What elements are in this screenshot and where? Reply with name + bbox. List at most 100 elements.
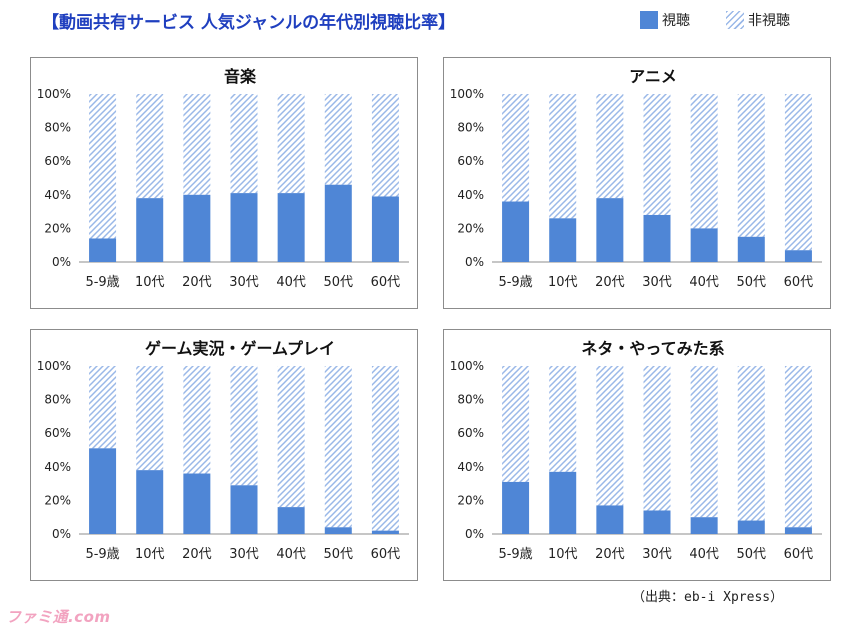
x-tick-label: 40代 — [276, 547, 306, 562]
x-tick-label: 10代 — [548, 275, 578, 290]
chart-title: ゲーム実況・ゲームプレイ — [145, 339, 335, 358]
bar-not-watch — [136, 366, 164, 471]
bar-not-watch — [324, 366, 352, 528]
legend-swatch-watch — [640, 11, 658, 29]
y-tick-label: 100% — [450, 359, 484, 373]
bar-not-watch — [277, 366, 305, 508]
bar-not-watch — [230, 366, 258, 486]
bar-watch — [371, 196, 399, 262]
x-tick-label: 20代 — [595, 275, 625, 290]
y-tick-label: 40% — [44, 188, 71, 202]
x-tick-label: 10代 — [135, 547, 165, 562]
bar-not-watch — [89, 366, 117, 449]
x-tick-label: 40代 — [276, 275, 306, 290]
chart-panel-game: ゲーム実況・ゲームプレイ 0% 20% 40% 60% 80% 100% 5-9歳 10代 20代… — [30, 329, 418, 581]
bar-not-watch — [371, 94, 399, 197]
chart-title: ネタ・やってみた系 — [581, 339, 724, 358]
bar-watch — [371, 530, 399, 534]
bar-watch — [136, 198, 164, 262]
bar-not-watch — [502, 366, 530, 482]
legend-label-watch: 視聴 — [662, 13, 690, 29]
bar-not-watch — [549, 94, 577, 219]
bar-not-watch — [690, 366, 718, 518]
bar-not-watch — [737, 366, 765, 521]
x-tick-label: 30代 — [229, 547, 259, 562]
chart-panel-neta: ネタ・やってみた系 0% 20% 40% 60% 80% 100% 5-9歳 10代 20代 30代… — [443, 329, 831, 581]
chart-title: アニメ — [629, 67, 677, 86]
y-tick-label: 100% — [37, 359, 71, 373]
bar-watch — [277, 193, 305, 262]
bar-not-watch — [596, 366, 624, 506]
y-tick-label: 40% — [457, 188, 484, 202]
bar-watch — [784, 527, 812, 534]
bar-watch — [502, 481, 530, 534]
y-tick-label: 0% — [465, 255, 484, 269]
bar-not-watch — [230, 94, 258, 194]
legend-item-not-watch: 非視聴 — [726, 10, 790, 30]
x-tick-label: 30代 — [229, 275, 259, 290]
x-tick-label: 50代 — [737, 547, 767, 562]
x-tick-label: 20代 — [182, 275, 212, 290]
legend-item-watch: 視聴 — [640, 10, 690, 30]
chart-music: 音楽 0% 20% 40% 60% 80% 100% 5-9歳 10代 20代 30代 40代 50代 6… — [37, 67, 409, 290]
y-tick-label: 60% — [457, 426, 484, 440]
y-tick-label: 100% — [450, 87, 484, 101]
chart-panel-anime: アニメ 0% 20% 40% 60% 80% 100% 5-9歳 10代 20代 30代 40代 50代… — [443, 57, 831, 309]
bar-watch — [690, 228, 718, 262]
bar-watch — [737, 236, 765, 262]
x-tick-label: 60代 — [784, 547, 814, 562]
chart-neta: ネタ・やってみた系 0% 20% 40% 60% 80% 100% 5-9歳 10代 20代 30代… — [450, 339, 822, 562]
bar-not-watch — [549, 366, 577, 472]
bar-watch — [596, 198, 624, 262]
bar-not-watch — [643, 366, 671, 511]
bar-watch — [136, 470, 164, 534]
bar-not-watch — [737, 94, 765, 237]
bar-watch — [502, 201, 530, 262]
x-tick-label: 5-9歳 — [85, 547, 119, 562]
bar-not-watch — [784, 94, 812, 251]
y-tick-label: 20% — [44, 493, 71, 507]
x-tick-label: 60代 — [784, 275, 814, 290]
source-note: （出典：eb-i Xpress） — [632, 590, 784, 605]
x-tick-label: 30代 — [642, 275, 672, 290]
page-title: 【動画共有サービス 人気ジャンルの年代別視聴比率】 — [42, 13, 456, 33]
y-tick-label: 20% — [44, 221, 71, 235]
bar-watch — [230, 193, 258, 262]
chart-anime: アニメ 0% 20% 40% 60% 80% 100% 5-9歳 10代 20代 30代 40代 50代… — [450, 67, 822, 290]
bar-not-watch — [502, 94, 530, 202]
y-tick-label: 40% — [457, 460, 484, 474]
bar-not-watch — [136, 94, 164, 199]
y-tick-label: 80% — [457, 121, 484, 135]
x-tick-label: 30代 — [642, 547, 672, 562]
y-tick-label: 20% — [457, 493, 484, 507]
legend-label-not-watch: 非視聴 — [748, 13, 790, 29]
bar-watch — [89, 448, 117, 534]
bar-watch — [549, 218, 577, 262]
bar-watch — [324, 184, 352, 262]
x-tick-label: 10代 — [548, 547, 578, 562]
y-tick-label: 0% — [465, 527, 484, 541]
bar-watch — [183, 473, 211, 534]
y-tick-label: 20% — [457, 221, 484, 235]
y-tick-label: 80% — [44, 393, 71, 407]
bar-not-watch — [690, 94, 718, 229]
x-tick-label: 50代 — [324, 547, 354, 562]
bar-watch — [277, 507, 305, 534]
bar-watch — [183, 194, 211, 262]
bar-watch — [690, 517, 718, 534]
y-tick-label: 0% — [52, 255, 71, 269]
y-tick-label: 60% — [457, 154, 484, 168]
bar-watch — [643, 214, 671, 262]
bar-watch — [643, 510, 671, 534]
x-tick-label: 50代 — [737, 275, 767, 290]
bar-not-watch — [596, 94, 624, 199]
y-tick-label: 40% — [44, 460, 71, 474]
chart-game: ゲーム実況・ゲームプレイ 0% 20% 40% 60% 80% 100% 5-9歳 10代 20代… — [37, 339, 409, 562]
y-tick-label: 60% — [44, 426, 71, 440]
bar-not-watch — [324, 94, 352, 185]
chart-title: 音楽 — [224, 67, 257, 86]
watermark-logo: ファミ通.com — [6, 608, 111, 626]
bar-not-watch — [183, 94, 211, 195]
bar-watch — [89, 238, 117, 262]
bar-not-watch — [643, 94, 671, 215]
